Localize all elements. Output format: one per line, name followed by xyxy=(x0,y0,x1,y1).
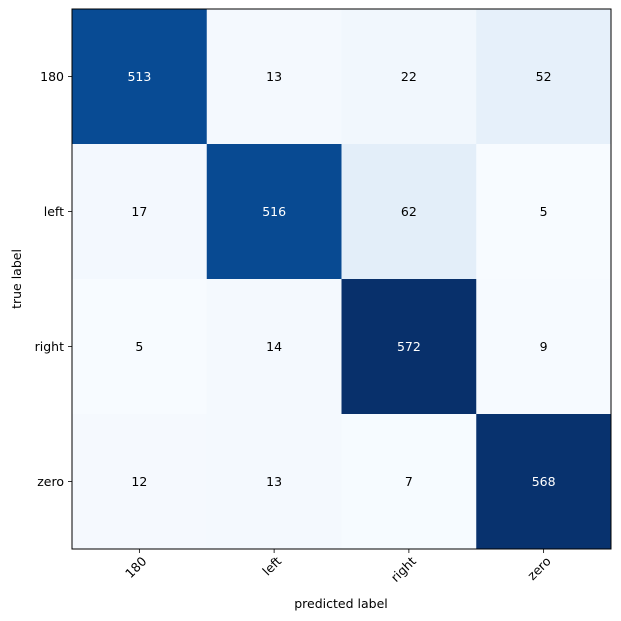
heatmap-cell-zero-left xyxy=(206,414,342,550)
cell-value-label: 62 xyxy=(401,204,417,219)
cell-value-label: 17 xyxy=(131,204,147,219)
cell-value-label: 13 xyxy=(266,474,282,489)
heatmap-cell-left-180 xyxy=(72,144,208,280)
heatmap-cell-right-right xyxy=(341,279,477,415)
cell-value-label: 516 xyxy=(262,204,286,219)
heatmap-cell-left-right xyxy=(341,144,477,280)
x-tick-label: 180 xyxy=(122,553,150,581)
cell-value-label: 513 xyxy=(127,69,151,84)
cell-value-label: 5 xyxy=(540,204,548,219)
heatmap-cell-zero-zero xyxy=(476,414,612,550)
y-tick-label: right xyxy=(35,339,64,354)
x-tick-label: left xyxy=(259,553,284,578)
y-axis-label: true label xyxy=(9,249,24,309)
heatmap-cell-zero-right xyxy=(341,414,477,550)
heatmap-cell-right-180 xyxy=(72,279,208,415)
cell-value-label: 12 xyxy=(131,474,147,489)
x-axis-ticks: 180 left right zero xyxy=(122,549,554,585)
cell-value-label: 9 xyxy=(540,339,548,354)
heatmap-cell-left-zero xyxy=(476,144,612,280)
cell-value-label: 572 xyxy=(397,339,421,354)
cell-value-label: 22 xyxy=(401,69,417,84)
heatmap-cell-180-zero xyxy=(476,9,612,145)
heatmap-cell-180-right xyxy=(341,9,477,145)
y-tick-label: 180 xyxy=(40,69,64,84)
plot-frame xyxy=(71,8,612,550)
heatmap-cells xyxy=(72,9,612,550)
x-tick-label: zero xyxy=(524,554,554,584)
heatmap-cell-right-zero xyxy=(476,279,612,415)
y-axis-ticks: 180 left right zero xyxy=(35,69,72,489)
heatmap-cell-left-left xyxy=(206,144,342,280)
cell-value-label: 14 xyxy=(266,339,282,354)
y-tick-label: left xyxy=(44,204,64,219)
heatmap-cell-right-left xyxy=(206,279,342,415)
x-tick-label: right xyxy=(388,553,419,584)
heatmap-cell-labels: 513 13 22 52 17 516 62 5 5 14 572 9 12 13 7 568 xyxy=(127,69,555,489)
cell-value-label: 13 xyxy=(266,69,282,84)
cell-value-label: 52 xyxy=(536,69,552,84)
cell-value-label: 7 xyxy=(405,474,413,489)
x-axis-label: predicted label xyxy=(294,596,388,611)
y-tick-label: zero xyxy=(37,474,64,489)
heatmap-cell-zero-180 xyxy=(72,414,208,550)
heatmap-cell-180-left xyxy=(206,9,342,145)
cell-value-label: 5 xyxy=(135,339,143,354)
heatmap-cell-180-180 xyxy=(72,9,208,145)
cell-value-label: 568 xyxy=(532,474,556,489)
